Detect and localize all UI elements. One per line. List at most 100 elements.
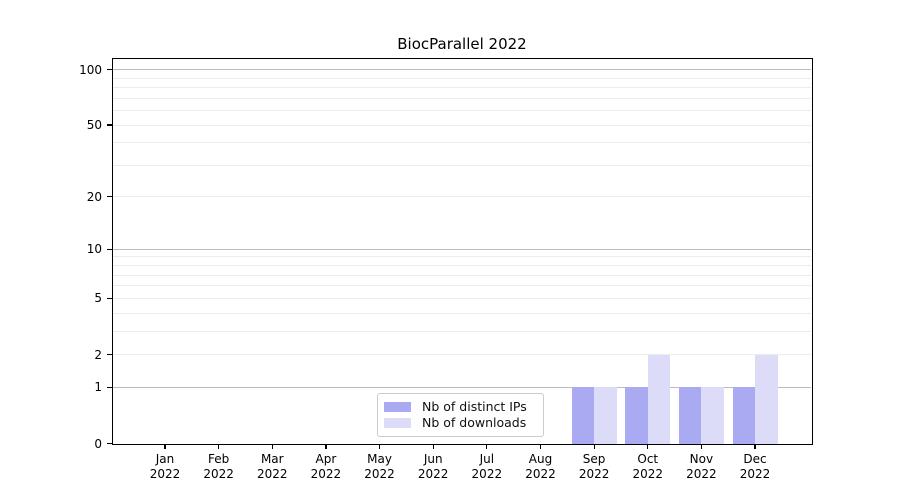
legend-swatch-downloads bbox=[384, 417, 411, 428]
bar-distinct-ips-dec bbox=[732, 387, 756, 444]
gridline-y-60 bbox=[113, 110, 811, 112]
x-tick-label-apr: Apr 2022 bbox=[294, 452, 358, 483]
y-tick-label-0: 0 bbox=[94, 436, 102, 451]
gridline-y-30 bbox=[113, 164, 811, 166]
legend-row-downloads: Nb of downloads bbox=[384, 415, 536, 431]
x-tick-year: 2022 bbox=[632, 467, 664, 481]
x-tick-mark-mar bbox=[271, 443, 273, 449]
legend: Nb of distinct IPs Nb of downloads bbox=[377, 392, 544, 437]
y-tick-label-20: 20 bbox=[86, 189, 102, 204]
legend-row-distinct-ips: Nb of distinct IPs bbox=[384, 399, 536, 415]
x-tick-mark-aug bbox=[539, 443, 542, 449]
x-tick-month: Jan bbox=[155, 451, 175, 466]
y-tick-mark-0 bbox=[107, 442, 112, 445]
x-tick-label-oct: Oct 2022 bbox=[616, 452, 680, 483]
x-tick-mark-apr bbox=[325, 443, 327, 449]
gridline-y-90 bbox=[113, 77, 811, 79]
chart-title: BiocParallel 2022 bbox=[397, 35, 527, 53]
x-tick-month: Oct bbox=[637, 451, 659, 466]
x-tick-label-nov: Nov 2022 bbox=[669, 452, 733, 483]
x-tick-year: 2022 bbox=[578, 467, 610, 481]
x-tick-mark-jun bbox=[432, 443, 434, 449]
bar-downloads-sep bbox=[594, 387, 617, 444]
x-tick-label-aug: Aug 2022 bbox=[508, 452, 572, 483]
bar-downloads-oct bbox=[647, 354, 671, 444]
y-tick-mark-100 bbox=[107, 69, 112, 71]
x-tick-label-jul: Jul 2022 bbox=[455, 452, 519, 483]
x-tick-year: 2022 bbox=[149, 467, 181, 481]
bar-downloads-nov bbox=[701, 387, 724, 444]
x-tick-mark-nov bbox=[700, 443, 702, 449]
y-tick-mark-20 bbox=[107, 196, 112, 198]
y-tick-mark-2 bbox=[107, 353, 112, 356]
x-tick-month: Jun bbox=[423, 451, 443, 466]
x-tick-year: 2022 bbox=[310, 467, 342, 481]
gridline-y-6 bbox=[113, 285, 811, 287]
y-tick-mark-1 bbox=[107, 386, 112, 388]
y-tick-label-100: 100 bbox=[79, 62, 102, 77]
x-tick-month: Sep bbox=[582, 451, 606, 466]
legend-label-downloads: Nb of downloads bbox=[422, 415, 527, 430]
y-tick-label-10: 10 bbox=[86, 242, 102, 257]
legend-swatch-distinct-ips bbox=[384, 401, 411, 412]
x-tick-year: 2022 bbox=[203, 467, 234, 481]
x-tick-label-may: May 2022 bbox=[348, 452, 412, 483]
gridline-y-80 bbox=[113, 87, 811, 89]
gridline-y-4 bbox=[113, 312, 811, 314]
plot-area: Nb of distinct IPs Nb of downloads bbox=[113, 60, 811, 444]
x-tick-year: 2022 bbox=[739, 467, 771, 481]
bar-downloads-dec bbox=[755, 354, 778, 444]
y-tick-label-1: 1 bbox=[94, 380, 102, 395]
x-tick-mark-oct bbox=[647, 443, 649, 449]
gridline-y-2 bbox=[113, 354, 811, 355]
x-tick-mark-dec bbox=[754, 443, 756, 449]
x-tick-mark-jan bbox=[164, 443, 166, 449]
x-tick-month: Apr bbox=[315, 451, 337, 466]
x-tick-label-dec: Dec 2022 bbox=[723, 452, 787, 483]
bar-distinct-ips-nov bbox=[678, 387, 702, 444]
x-tick-year: 2022 bbox=[417, 467, 449, 481]
y-tick-label-50: 50 bbox=[86, 118, 102, 133]
gridline-y-8 bbox=[113, 265, 811, 267]
x-tick-label-feb: Feb 2022 bbox=[187, 452, 251, 483]
gridline-y-100 bbox=[113, 69, 811, 71]
gridline-y-7 bbox=[113, 274, 811, 276]
x-tick-mark-may bbox=[378, 443, 381, 449]
gridline-y-40 bbox=[113, 142, 811, 144]
y-tick-mark-10 bbox=[107, 248, 112, 250]
x-tick-month: Jul bbox=[479, 451, 495, 466]
x-tick-month: May bbox=[367, 451, 392, 466]
gridline-y-70 bbox=[113, 97, 811, 99]
bar-distinct-ips-oct bbox=[625, 387, 648, 444]
gridline-y-20 bbox=[113, 196, 811, 198]
y-tick-mark-5 bbox=[107, 297, 112, 299]
gridline-y-10 bbox=[113, 248, 811, 250]
legend-label-distinct-ips: Nb of distinct IPs bbox=[422, 399, 527, 414]
gridline-y-5 bbox=[113, 297, 811, 299]
x-tick-label-jun: Jun 2022 bbox=[401, 452, 465, 483]
x-tick-year: 2022 bbox=[686, 467, 717, 481]
x-tick-year: 2022 bbox=[525, 467, 556, 481]
x-tick-label-jan: Jan 2022 bbox=[133, 452, 197, 483]
y-tick-label-2: 2 bbox=[94, 347, 102, 362]
gridline-y-50 bbox=[113, 124, 811, 126]
bar-distinct-ips-sep bbox=[571, 387, 595, 444]
y-tick-label-5: 5 bbox=[94, 291, 102, 306]
x-tick-month: Dec bbox=[743, 451, 767, 466]
x-tick-mark-jul bbox=[486, 443, 488, 449]
x-tick-month: Feb bbox=[208, 451, 230, 466]
x-tick-year: 2022 bbox=[471, 467, 503, 481]
gridline-y-9 bbox=[113, 256, 811, 258]
x-tick-mark-feb bbox=[218, 443, 220, 449]
x-tick-month: Nov bbox=[689, 451, 714, 466]
gridline-y-3 bbox=[113, 330, 811, 332]
x-tick-year: 2022 bbox=[364, 467, 395, 481]
x-tick-label-sep: Sep 2022 bbox=[562, 452, 626, 483]
x-tick-mark-sep bbox=[593, 443, 595, 449]
x-tick-month: Mar bbox=[260, 451, 284, 466]
y-tick-mark-50 bbox=[107, 124, 112, 126]
x-tick-month: Aug bbox=[528, 451, 553, 466]
x-tick-year: 2022 bbox=[256, 467, 288, 481]
gridline-y-1 bbox=[113, 386, 811, 388]
